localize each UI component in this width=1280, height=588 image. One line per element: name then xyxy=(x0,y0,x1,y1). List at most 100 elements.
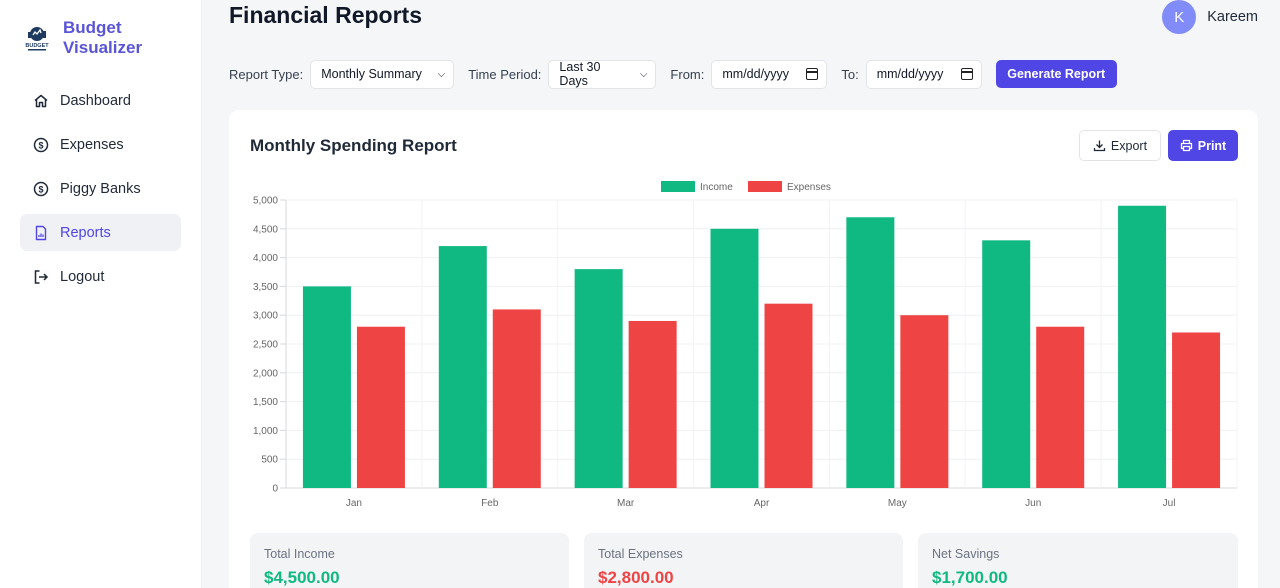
time-period-select[interactable]: Last 30 Days ⌵ xyxy=(548,59,657,89)
svg-text:$: $ xyxy=(38,184,43,194)
bar-income xyxy=(1118,205,1167,488)
bar-expenses xyxy=(900,315,949,488)
report-type-select[interactable]: Monthly Summary ⌵ xyxy=(310,59,455,89)
from-date-input[interactable]: mm/dd/yyyy xyxy=(711,59,828,89)
report-title: Monthly Spending Report xyxy=(250,136,457,155)
bar-income xyxy=(438,246,487,488)
legend-swatch xyxy=(748,181,782,192)
report-type-value: Monthly Summary xyxy=(321,67,422,81)
from-label: From: xyxy=(670,66,705,82)
bar-income xyxy=(574,269,623,488)
file-chart-icon xyxy=(33,225,49,241)
x-tick-label: May xyxy=(888,498,907,509)
to-label: To: xyxy=(841,66,859,82)
bar-expenses xyxy=(1172,332,1221,488)
bar-expenses xyxy=(1036,326,1085,488)
logout-icon xyxy=(33,269,49,285)
y-tick-label: 4,500 xyxy=(253,224,278,235)
bar-income xyxy=(710,228,759,489)
time-period-label: Time Period: xyxy=(468,66,542,82)
sidebar-item-label: Piggy Banks xyxy=(60,180,141,197)
spending-bar-chart: 0 500 1,000 1,500 2,000 2,500 3,000 3,500 4,000 4… xyxy=(253,181,1238,509)
download-icon xyxy=(1093,139,1106,152)
export-button[interactable]: Export xyxy=(1079,130,1161,161)
summary-total-expenses: Total Expenses $2,800.00 xyxy=(584,533,903,588)
bar-expenses xyxy=(356,326,405,488)
summary-net-savings: Net Savings $1,700.00 xyxy=(918,533,1238,588)
bar-expenses xyxy=(764,303,813,488)
calendar-icon[interactable] xyxy=(806,68,819,80)
net-savings-value: $1,700.00 xyxy=(932,568,1008,587)
logo-text: BUDGET xyxy=(25,43,49,49)
sidebar-item-label: Reports xyxy=(60,224,111,241)
y-tick-label: 2,000 xyxy=(253,368,278,379)
from-date-placeholder: mm/dd/yyyy xyxy=(722,67,790,81)
sidebar-nav: Dashboard $ Expenses $ Piggy Banks Repor… xyxy=(20,82,181,302)
brand-name-line1: Budget xyxy=(63,18,122,37)
svg-text:$: $ xyxy=(38,140,43,150)
report-filters: Report Type: Monthly Summary ⌵ Time Peri… xyxy=(229,59,1117,89)
generate-report-button[interactable]: Generate Report xyxy=(995,60,1117,88)
budget-logo-icon: BUDGET xyxy=(25,27,49,51)
print-button[interactable]: Print xyxy=(1168,130,1238,161)
home-icon xyxy=(33,93,49,109)
net-savings-label: Net Savings xyxy=(932,547,1000,561)
y-tick-label: 5,000 xyxy=(253,196,278,207)
report-card: Monthly Spending Report Export Print 0 50… xyxy=(229,110,1258,588)
print-label: Print xyxy=(1197,138,1227,153)
dollar-circle-icon: $ xyxy=(33,137,49,153)
sidebar-item-label: Dashboard xyxy=(60,92,131,109)
avatar[interactable]: K xyxy=(1162,0,1197,34)
brand[interactable]: BUDGET Budget Visualizer xyxy=(22,18,142,58)
sidebar-item-logout[interactable]: Logout xyxy=(20,258,181,295)
total-expenses-label: Total Expenses xyxy=(598,547,683,561)
user-name: Kareem xyxy=(1207,9,1258,25)
sidebar-item-expenses[interactable]: $ Expenses xyxy=(20,126,181,163)
y-tick-label: 1,500 xyxy=(253,397,278,408)
export-label: Export xyxy=(1110,138,1148,153)
summary-total-income: Total Income $4,500.00 xyxy=(250,533,569,588)
total-income-label: Total Income xyxy=(264,547,335,561)
chevron-down-icon: ⌵ xyxy=(437,68,446,80)
to-date-input[interactable]: mm/dd/yyyy xyxy=(865,59,982,89)
bar-income xyxy=(982,240,1031,488)
brand-name-line2: Visualizer xyxy=(63,38,143,57)
legend-label: Income xyxy=(700,182,733,193)
total-income-value: $4,500.00 xyxy=(264,568,340,587)
x-tick-label: Apr xyxy=(754,498,770,509)
bar-income xyxy=(302,286,351,488)
y-tick-label: 3,000 xyxy=(253,311,278,322)
total-expenses-value: $2,800.00 xyxy=(598,568,674,587)
bar-expenses xyxy=(492,309,541,488)
to-date-placeholder: mm/dd/yyyy xyxy=(876,67,944,81)
x-tick-label: Mar xyxy=(617,498,635,509)
x-tick-label: Jun xyxy=(1025,498,1041,509)
sidebar: BUDGET Budget Visualizer Dashboard $ Exp… xyxy=(0,0,202,588)
bar-expenses xyxy=(628,320,677,488)
calendar-icon[interactable] xyxy=(960,68,973,80)
sidebar-item-label: Expenses xyxy=(60,136,124,153)
y-tick-label: 500 xyxy=(261,455,278,466)
report-type-label: Report Type: xyxy=(229,66,304,82)
time-period-value: Last 30 Days xyxy=(559,60,601,88)
legend-swatch xyxy=(661,181,695,192)
y-tick-label: 4,000 xyxy=(253,253,278,264)
x-tick-label: Jul xyxy=(1163,498,1176,509)
dollar-circle-icon: $ xyxy=(33,181,49,197)
sidebar-item-reports[interactable]: Reports xyxy=(20,214,181,251)
page-title: Financial Reports xyxy=(229,2,422,28)
y-tick-label: 3,500 xyxy=(253,282,278,293)
sidebar-item-dashboard[interactable]: Dashboard xyxy=(20,82,181,119)
y-tick-label: 2,500 xyxy=(253,340,278,351)
y-tick-label: 0 xyxy=(272,484,278,495)
chevron-down-icon: ⌵ xyxy=(639,68,648,80)
sidebar-item-piggy-banks[interactable]: $ Piggy Banks xyxy=(20,170,181,207)
user-menu[interactable]: K Kareem xyxy=(1162,0,1258,34)
bar-income xyxy=(846,217,895,488)
x-tick-label: Jan xyxy=(346,498,362,509)
legend-label: Expenses xyxy=(787,182,831,193)
x-tick-label: Feb xyxy=(481,498,499,509)
printer-icon xyxy=(1180,139,1193,152)
y-tick-label: 1,000 xyxy=(253,426,278,437)
brand-name: Budget Visualizer xyxy=(63,18,142,58)
